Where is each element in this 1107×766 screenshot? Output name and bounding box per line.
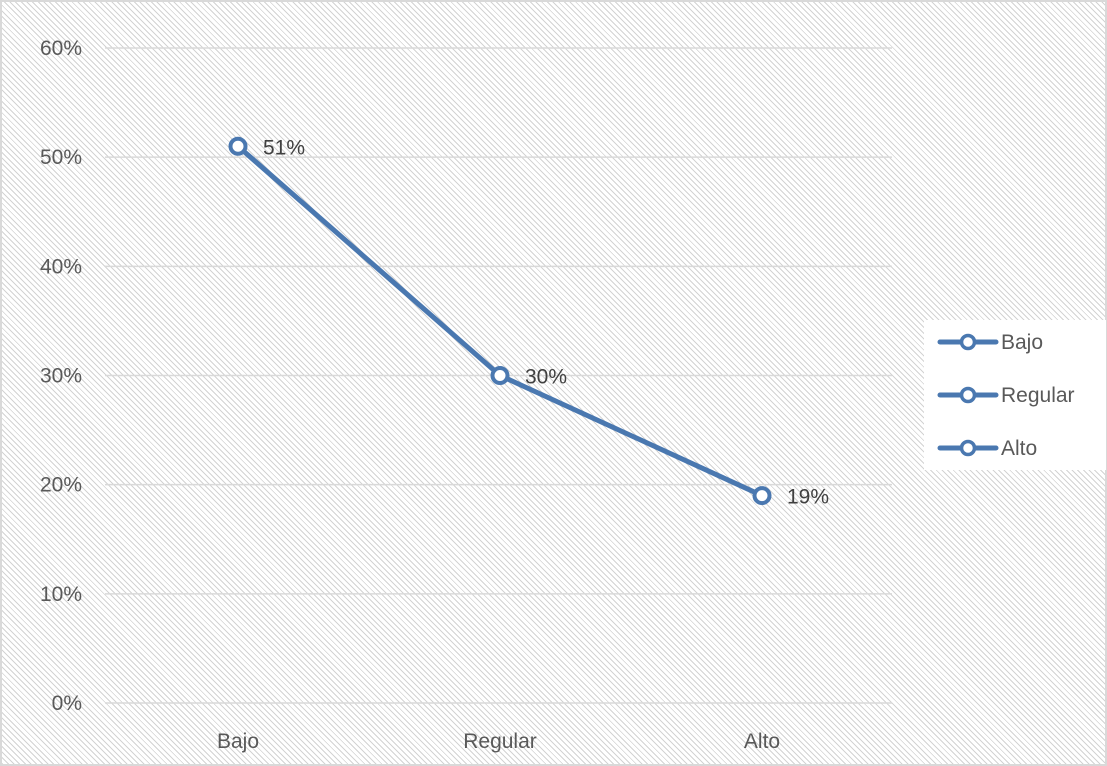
series-layer	[228, 136, 772, 506]
x-tick-label: Regular	[463, 730, 537, 753]
data-label: 19%	[787, 486, 829, 509]
data-point-marker	[752, 486, 772, 506]
y-tick-label: 20%	[40, 474, 82, 497]
data-labels: 51% 30% 19%	[263, 136, 829, 508]
x-tick-label: Bajo	[217, 730, 259, 753]
legend: Bajo Regular Alto	[924, 320, 1106, 470]
x-tick-label: Alto	[744, 730, 780, 753]
data-point-marker	[228, 136, 248, 156]
legend-marker-icon	[959, 333, 977, 351]
data-point-marker	[490, 366, 510, 385]
legend-marker-icon	[959, 439, 977, 457]
y-tick-label: 60%	[40, 37, 82, 60]
y-axis-tick-labels: 0% 10% 20% 30% 40% 50% 60%	[40, 37, 82, 715]
data-label: 51%	[263, 136, 305, 159]
y-tick-label: 0%	[52, 692, 82, 715]
legend-entry-label: Alto	[1001, 437, 1037, 460]
x-axis-tick-labels: Bajo Regular Alto	[217, 730, 780, 753]
series-line	[235, 143, 765, 499]
gridlines	[105, 47, 892, 704]
legend-entry-label: Bajo	[1001, 331, 1043, 354]
y-tick-label: 30%	[40, 365, 82, 388]
legend-entry-label: Regular	[1001, 384, 1075, 407]
y-tick-label: 40%	[40, 255, 82, 278]
data-label: 30%	[525, 366, 567, 389]
y-tick-label: 10%	[40, 583, 82, 606]
legend-marker-icon	[959, 386, 977, 404]
y-tick-label: 50%	[40, 146, 82, 169]
